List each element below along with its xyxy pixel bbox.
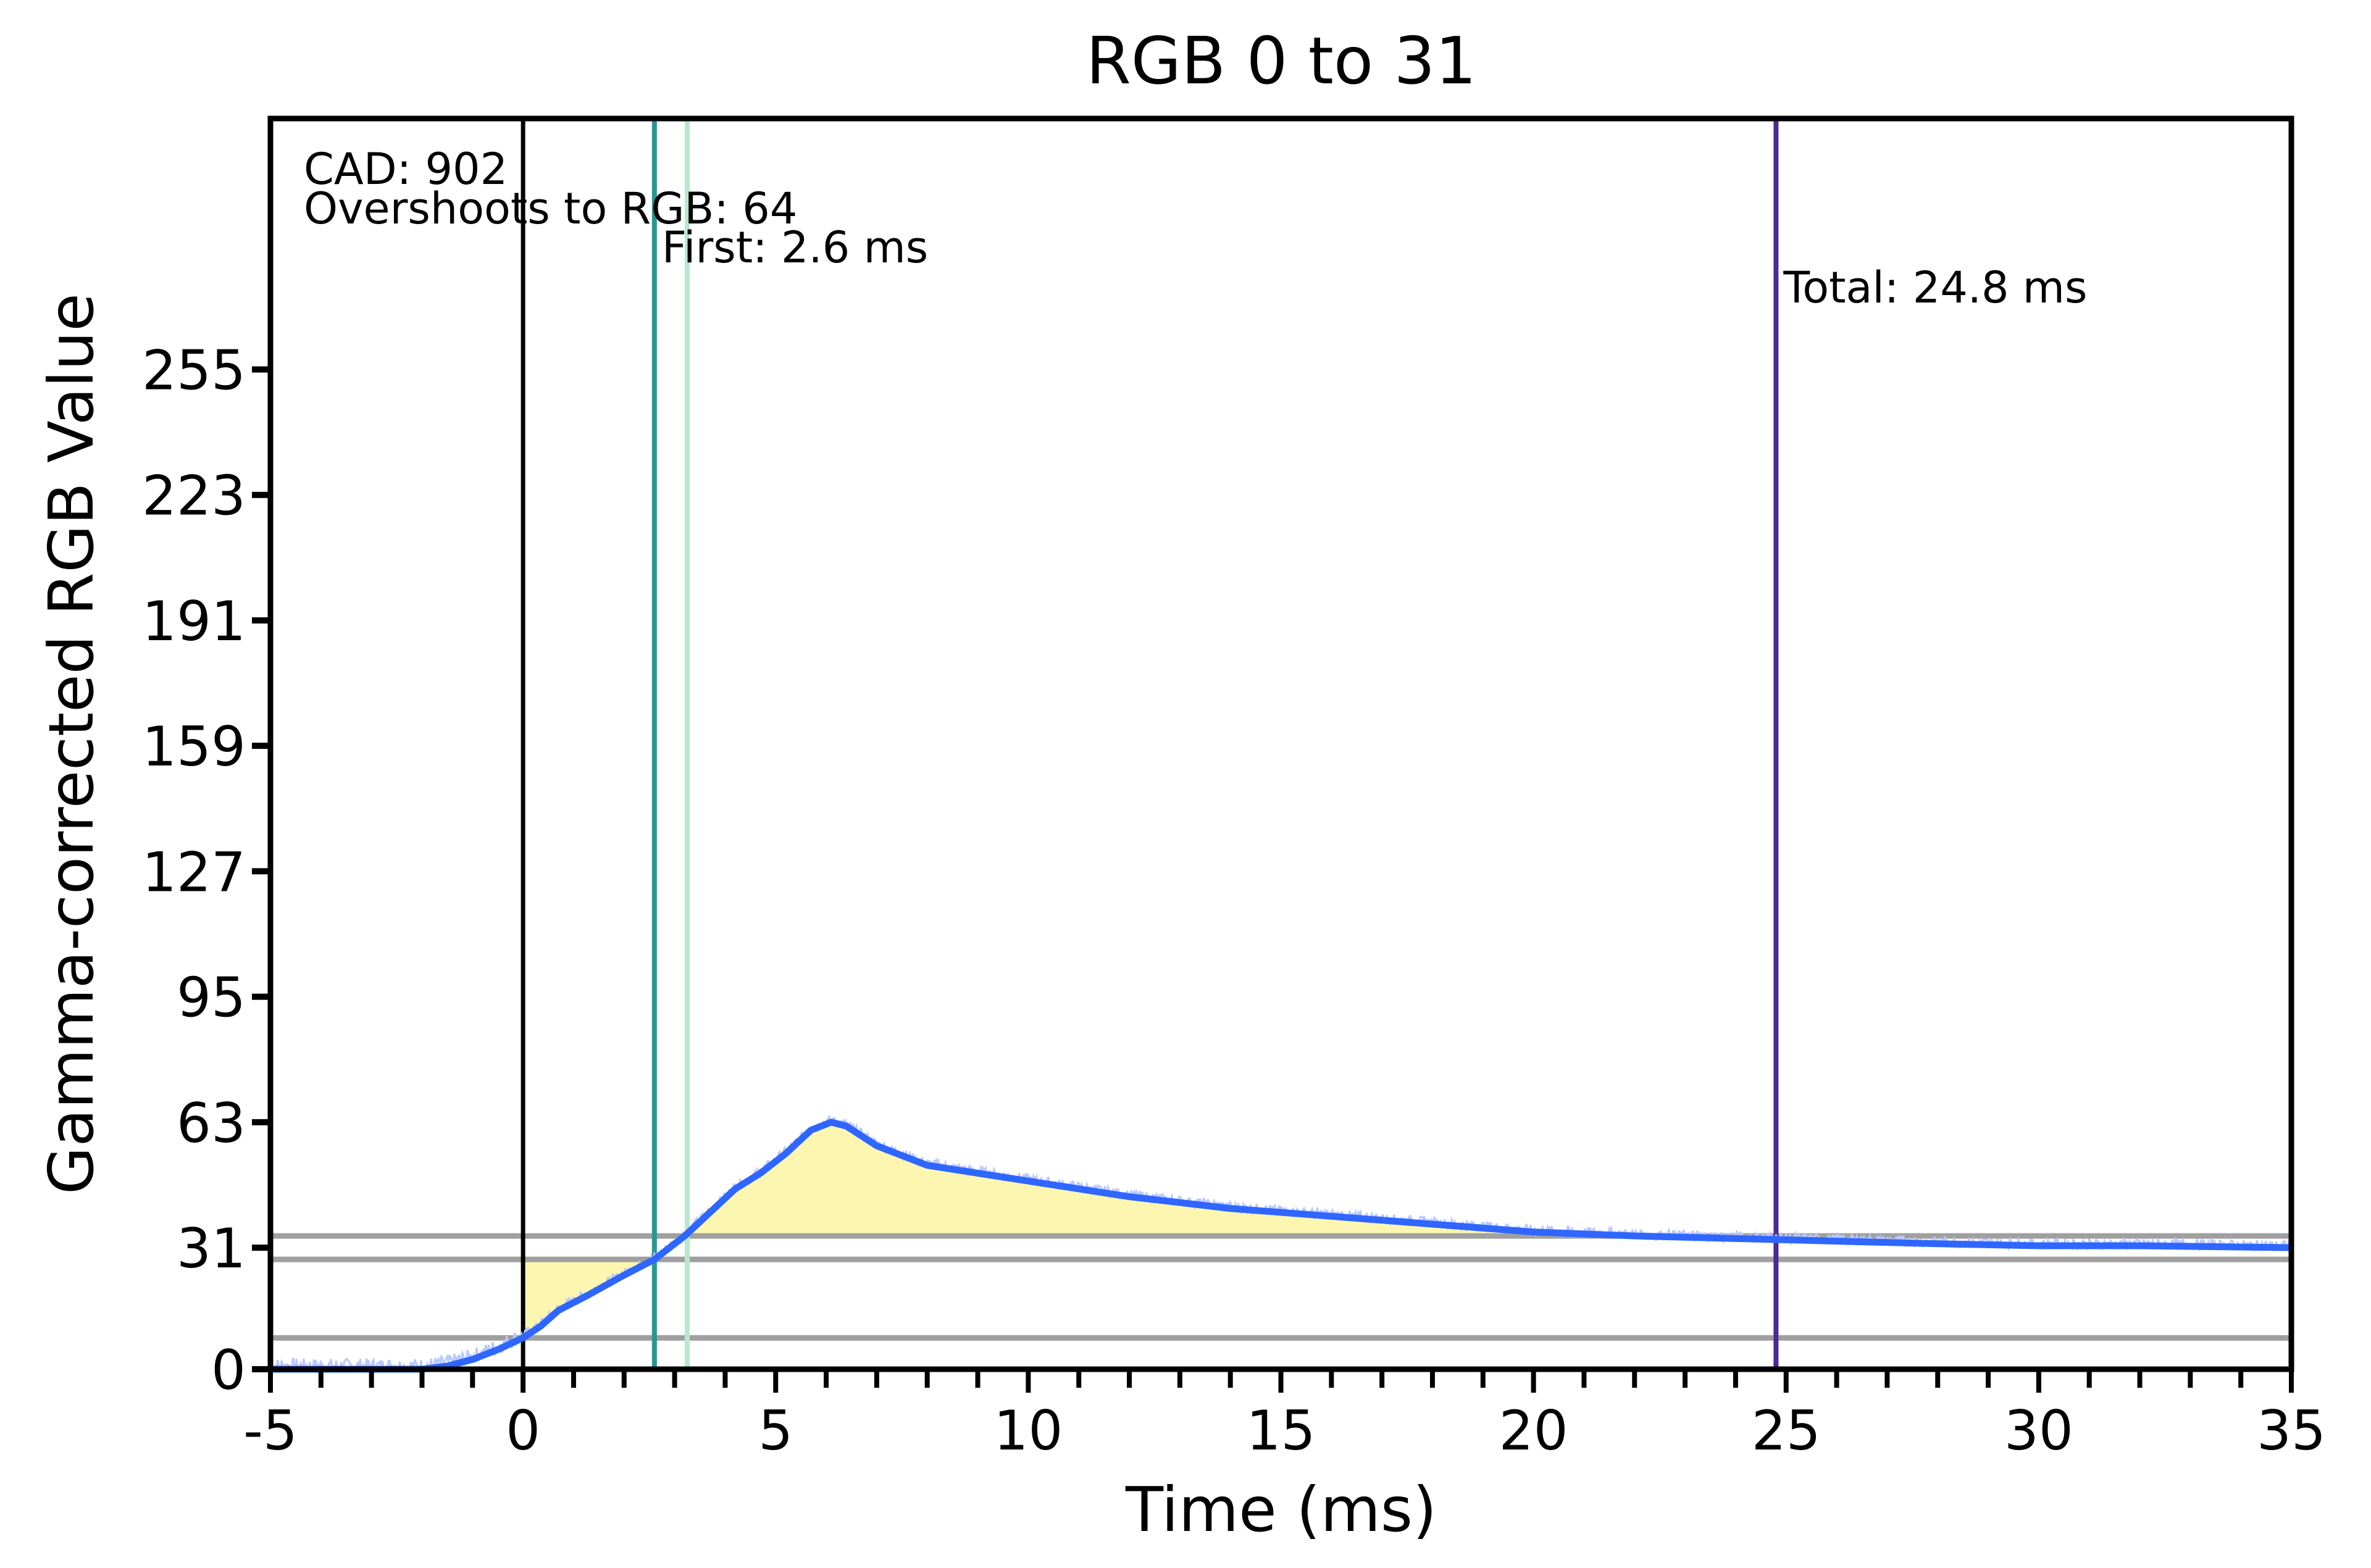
- x-tick-label: 15: [1247, 1399, 1316, 1462]
- y-tick-label: 255: [142, 338, 246, 402]
- y-tick-label: 191: [142, 590, 246, 653]
- raw-signal-line: [269, 1114, 2293, 1373]
- fill-area-under: [523, 1259, 654, 1338]
- x-tick-label: 25: [1752, 1399, 1821, 1462]
- x-tick-label: 5: [758, 1399, 793, 1462]
- annotation-first: First: 2.6 ms: [662, 222, 928, 273]
- y-tick-label: 95: [177, 966, 246, 1030]
- annotation-overshoot: Overshoots to RGB: 64: [304, 183, 797, 234]
- y-tick-label: 63: [177, 1091, 246, 1155]
- chart-title: RGB 0 to 31: [1086, 23, 1476, 99]
- x-axis-ticks: -5 0 5 10 15 20 25 30 35: [243, 1369, 2326, 1462]
- fill-areas: [523, 1122, 1776, 1338]
- y-tick-label: 31: [177, 1217, 246, 1280]
- marker-lines: [521, 119, 1779, 1369]
- series-group: [269, 1114, 2293, 1373]
- x-tick-label: 10: [993, 1399, 1063, 1462]
- y-tick-label: 223: [142, 464, 246, 528]
- y-axis-label: Gamma-corrected RGB Value: [35, 293, 107, 1195]
- y-tick-label: 0: [211, 1338, 246, 1402]
- x-tick-label: 20: [1499, 1399, 1568, 1462]
- x-axis-label: Time (ms): [1125, 1474, 1437, 1546]
- x-tick-label: 30: [2004, 1399, 2073, 1462]
- series-line: [270, 1119, 2292, 1373]
- x-tick-label: -5: [243, 1399, 298, 1462]
- threshold-lines: [270, 1233, 2291, 1341]
- x-tick-label: 35: [2257, 1399, 2326, 1462]
- y-tick-label: 159: [142, 715, 246, 778]
- y-axis-ticks: 0 31 63 95 127 159 191 223 255: [142, 338, 270, 1402]
- annotation-total: Total: 24.8 ms: [1783, 262, 2087, 313]
- annotation-cad: CAD: 902: [304, 144, 508, 194]
- x-tick-label: 0: [506, 1399, 540, 1462]
- fill-area-overshoot: [684, 1122, 1776, 1236]
- y-tick-label: 127: [142, 840, 246, 904]
